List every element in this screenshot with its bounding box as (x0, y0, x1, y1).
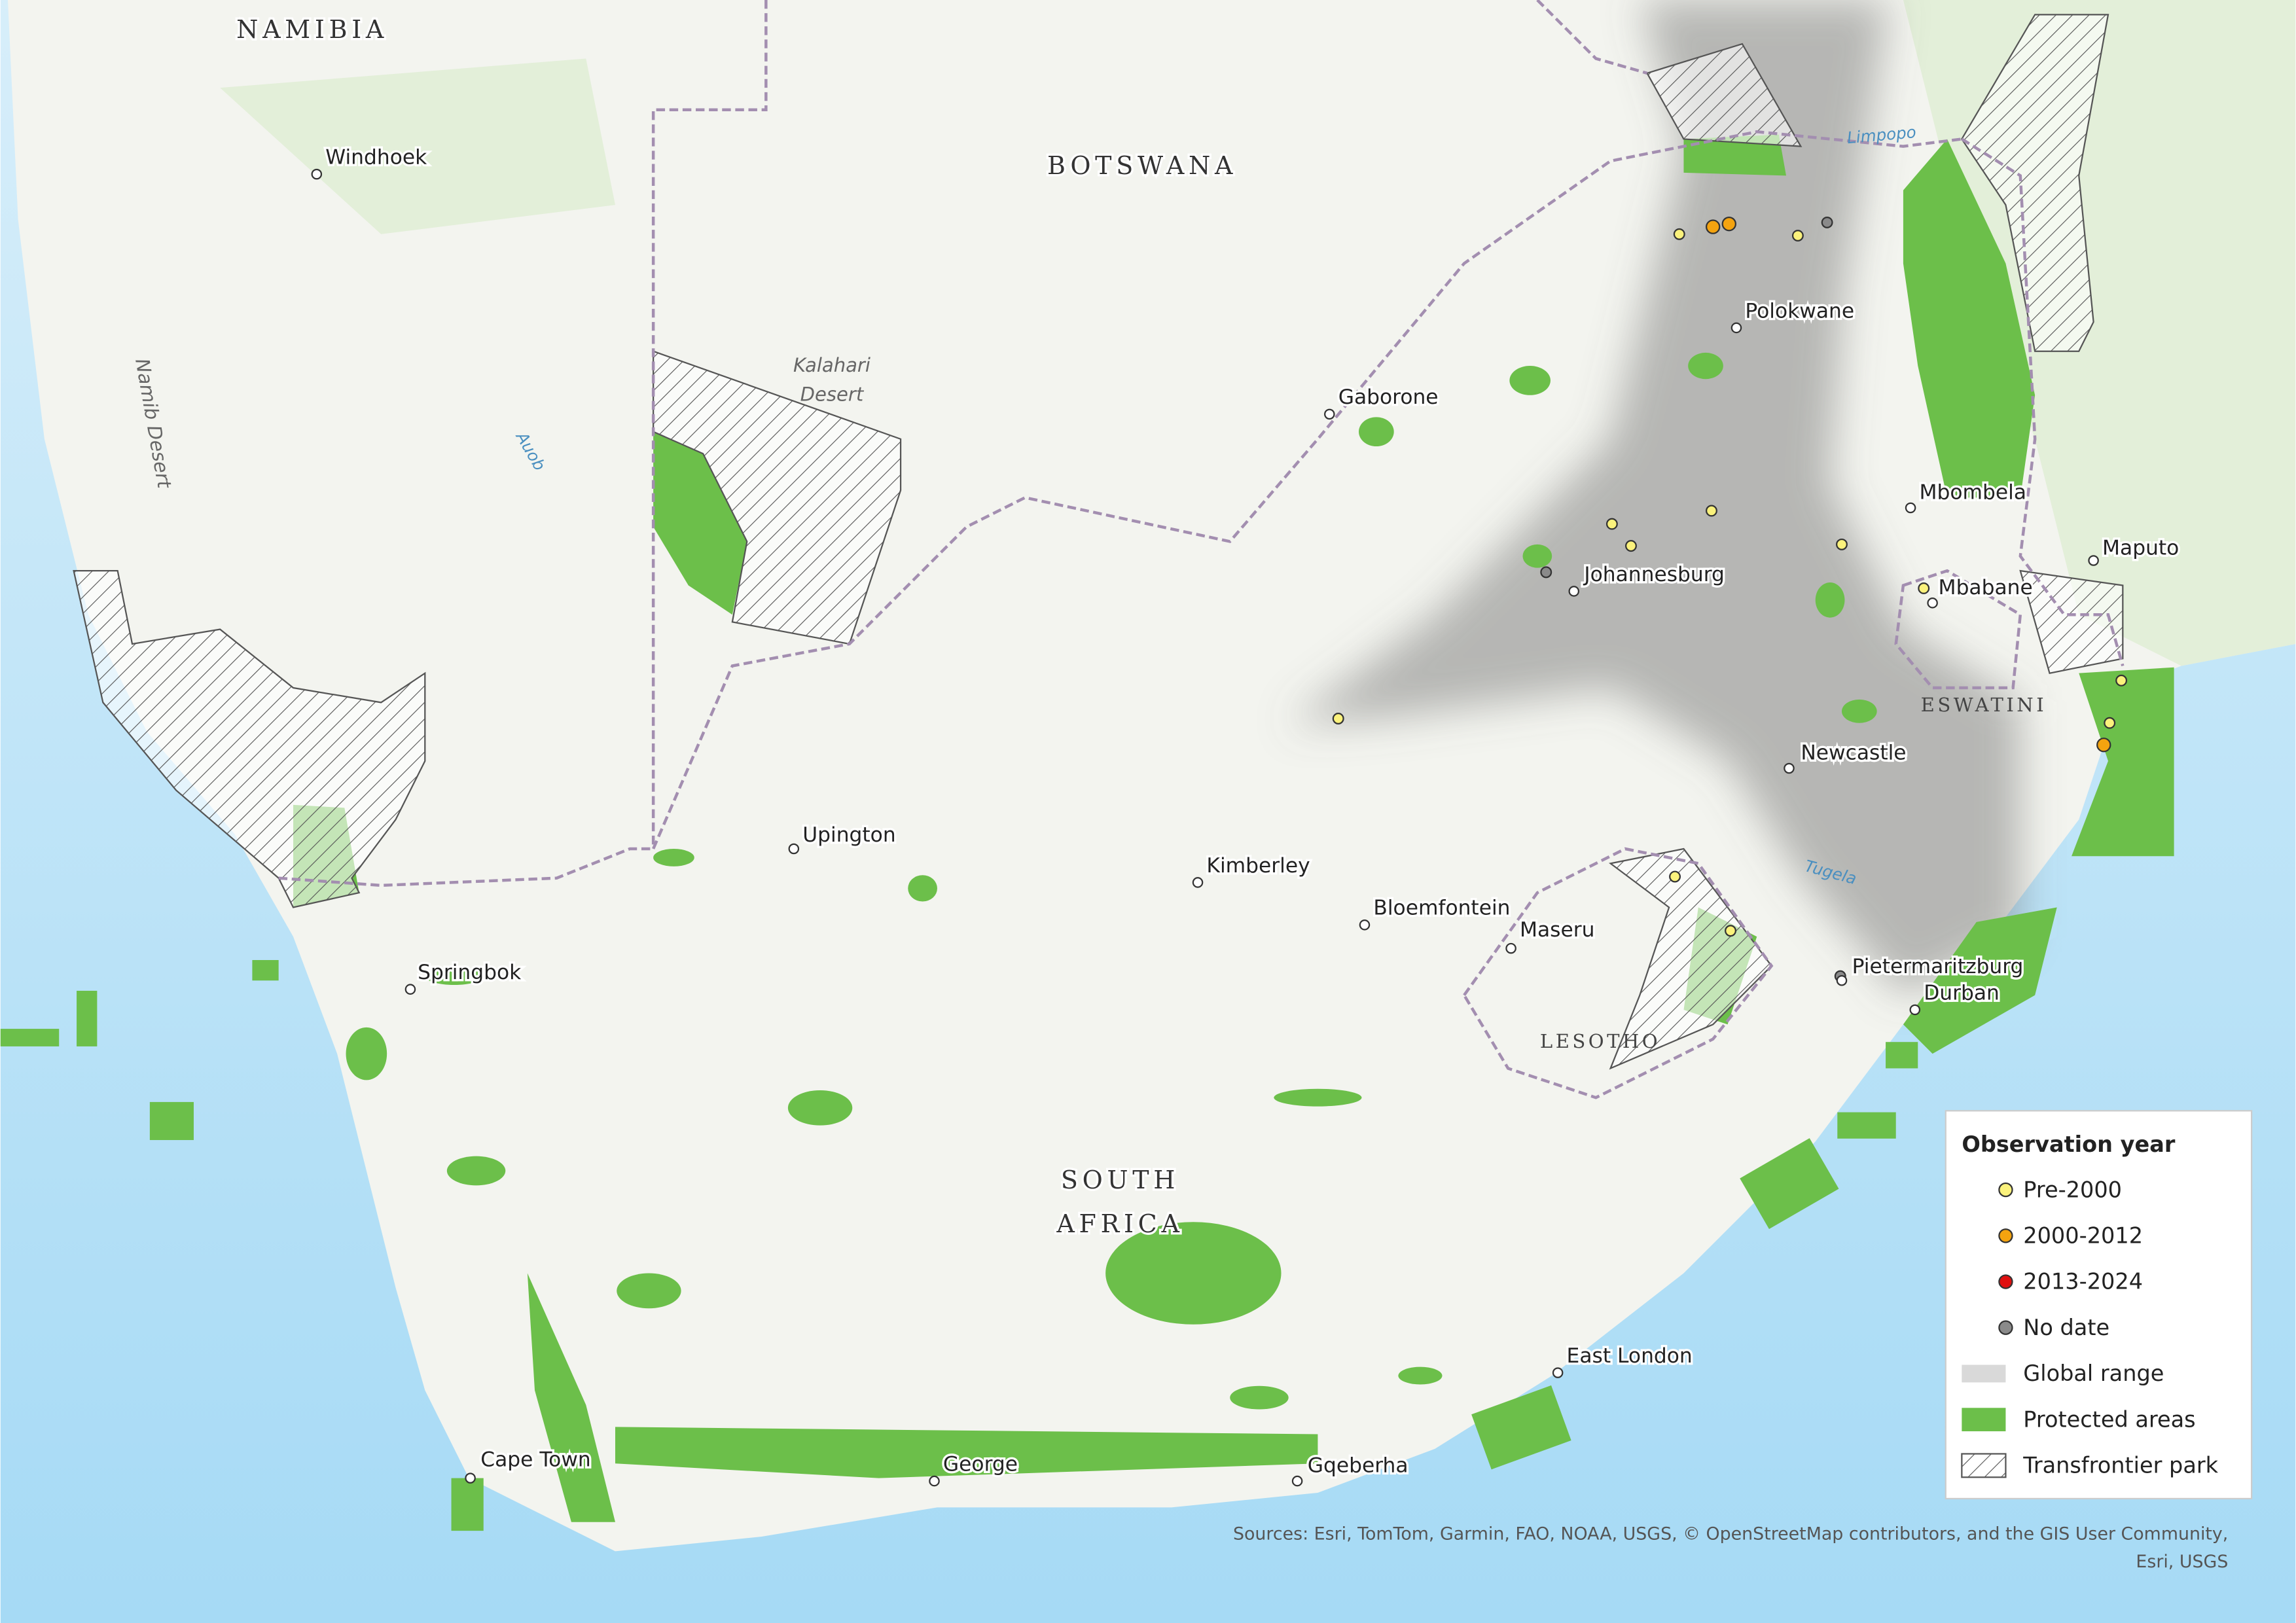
sources: Sources: Esri, TomTom, Garmin, FAO, NOAA… (1233, 1524, 2228, 1544)
feature-label: Desert (800, 383, 865, 406)
city-label: Johannesburg (1583, 563, 1725, 586)
transfrontier-parks (73, 14, 2124, 1070)
city-marker (1291, 1475, 1303, 1487)
observation-point[interactable] (1706, 219, 1721, 234)
country-label: ESWATINI (1921, 694, 2047, 716)
legend-symbol (1962, 1408, 2006, 1432)
city-marker (929, 1475, 940, 1487)
observation-point[interactable] (2115, 674, 2128, 687)
city-label: Kimberley (1206, 854, 1310, 878)
legend-symbol (1998, 1182, 2013, 1198)
country-label: LESOTHO (1540, 1030, 1660, 1052)
country-label: BOTSWANA (1047, 151, 1237, 180)
city-marker (1359, 919, 1371, 931)
city-label: Upington (802, 823, 895, 847)
city-marker (788, 843, 800, 855)
observation-point[interactable] (1706, 505, 1717, 517)
global-range (1288, 0, 2020, 995)
legend-symbol (1961, 1453, 2007, 1478)
city-label: Newcastle (1801, 741, 1906, 765)
city-marker (1909, 1004, 1921, 1016)
observation-point[interactable] (1821, 216, 1833, 228)
city-marker (2088, 555, 2099, 566)
observation-point[interactable] (2096, 738, 2111, 753)
observation-point[interactable] (1725, 925, 1736, 937)
city-label: Pietermaritzburg (1852, 955, 2024, 978)
city-label: Cape Town (480, 1448, 590, 1472)
city-label: Windhoek (325, 145, 427, 169)
observation-point[interactable] (1721, 216, 1736, 232)
sources: Esri, USGS (2136, 1552, 2228, 1572)
city-label: Gaborone (1338, 385, 1439, 409)
legend-symbol (1998, 1228, 2013, 1243)
legend-label: Protected areas (2023, 1406, 2195, 1432)
city-label: Mbombela (1920, 481, 2027, 505)
legend-symbol (1962, 1364, 2006, 1383)
city-marker (1568, 586, 1580, 597)
city-label: Mbabane (1939, 576, 2033, 599)
city-marker (1192, 877, 1204, 888)
city-label: Durban (1924, 981, 2000, 1005)
city-marker (1905, 502, 1916, 514)
city-marker (1731, 322, 1742, 334)
city-label: Maseru (1520, 918, 1594, 942)
cities: Windhoek Gaborone Polokwane Johannesburg Mbo… (311, 143, 2181, 1487)
observation-point[interactable] (1918, 582, 1930, 594)
observation-point[interactable] (1605, 518, 1618, 530)
observation-point[interactable] (1669, 870, 1681, 883)
legend-label: Transfrontier park (2022, 1453, 2218, 1478)
observations (1332, 216, 2128, 982)
country-label: NAMIBIA (236, 15, 388, 44)
legend-symbol (1998, 1320, 2013, 1335)
city-marker (1784, 762, 1795, 774)
city-label: Polokwane (1745, 299, 1854, 323)
city-marker (1927, 597, 1938, 609)
observation-point[interactable] (1332, 713, 1344, 724)
borders (278, 0, 2125, 1099)
observation-point[interactable] (2104, 717, 2116, 729)
country-label: AFRICA (1056, 1209, 1183, 1238)
legend-label: Global range (2023, 1361, 2164, 1386)
country-label: SOUTH (1061, 1166, 1179, 1194)
observation-point[interactable] (1791, 230, 1804, 241)
city-marker (465, 1472, 476, 1484)
legend-box (1945, 1110, 2253, 1500)
observation-point[interactable] (1625, 540, 1637, 552)
city-label: Gqeberha (1308, 1454, 1408, 1478)
city-marker (1324, 408, 1335, 420)
city-label: East London (1567, 1344, 1693, 1368)
feature-label: Kalahari (793, 354, 870, 376)
observation-point[interactable] (1836, 538, 1848, 550)
legend: Observation year Pre-2000 2000-2012 2013-2… (1945, 1110, 2253, 1500)
city-label: Springbok (418, 961, 522, 984)
observation-point[interactable] (1673, 228, 1685, 240)
legend-title: Observation year (1962, 1132, 2176, 1157)
city-marker (1552, 1367, 1564, 1378)
city-marker (1836, 975, 1848, 986)
city-label: George (943, 1452, 1018, 1476)
legend-label: Pre-2000 (2023, 1177, 2122, 1202)
city-marker (1505, 942, 1516, 954)
observation-point[interactable] (1540, 566, 1552, 579)
legend-label: 2000-2012 (2023, 1222, 2143, 1248)
legend-label: No date (2023, 1315, 2109, 1340)
legend-symbol (1998, 1274, 2013, 1289)
city-marker (404, 984, 416, 995)
city-label: Bloemfontein (1373, 897, 1510, 920)
legend-label: 2013-2024 (2023, 1269, 2143, 1294)
city-label: Maputo (2102, 537, 2179, 560)
city-marker (311, 168, 323, 180)
